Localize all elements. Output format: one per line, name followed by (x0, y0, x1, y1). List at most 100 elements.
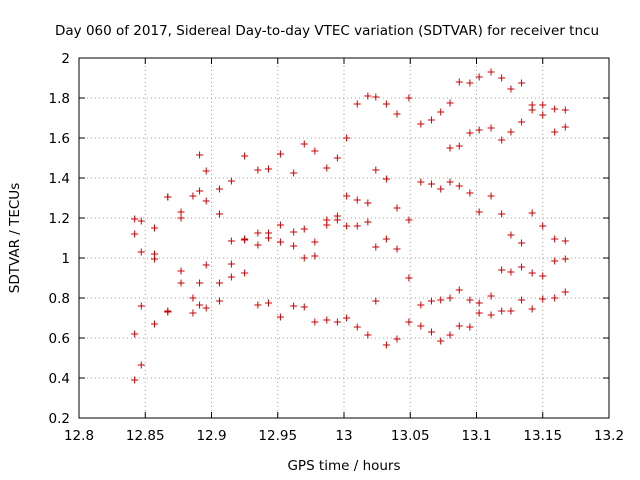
data-point (455, 78, 463, 86)
data-point (382, 100, 390, 108)
data-point (382, 235, 390, 243)
data-point (528, 269, 536, 277)
y-tick-label: 1.6 (49, 131, 70, 147)
data-point (539, 111, 547, 119)
x-tick-label: 12.8 (64, 428, 94, 444)
data-point (189, 309, 197, 317)
data-point (427, 180, 435, 188)
data-point (437, 337, 445, 345)
data-point (382, 175, 390, 183)
data-point (276, 313, 284, 321)
data-point (446, 178, 454, 186)
data-point (427, 297, 435, 305)
data-point (241, 152, 249, 160)
data-point (137, 302, 145, 310)
data-point (475, 126, 483, 134)
y-tick-labels: 0.2 0.4 0.6 0.8 1 1.2 1.4 1.6 1.8 2 (49, 51, 70, 427)
data-point (498, 210, 506, 218)
y-tick-label: 1.4 (49, 171, 70, 187)
data-point (290, 302, 298, 310)
data-point (131, 230, 139, 238)
data-point (364, 92, 372, 100)
y-tick-label: 0.6 (49, 331, 70, 347)
data-point (290, 169, 298, 177)
data-point (202, 304, 210, 312)
data-point (475, 208, 483, 216)
data-point (364, 199, 372, 207)
data-point (323, 221, 331, 229)
data-point (551, 105, 559, 113)
y-tick-label: 1 (61, 251, 70, 267)
x-tick-label: 13.15 (523, 428, 562, 444)
data-point (300, 225, 308, 233)
data-point (202, 197, 210, 205)
data-point (264, 299, 272, 307)
data-point (507, 268, 515, 276)
data-point (343, 134, 351, 142)
data-point (241, 269, 249, 277)
x-tick-label: 13.1 (461, 428, 491, 444)
data-point (215, 210, 223, 218)
data-point (196, 151, 204, 159)
data-point (264, 234, 272, 242)
data-point (227, 273, 235, 281)
data-point (393, 335, 401, 343)
data-point (300, 303, 308, 311)
data-point (323, 316, 331, 324)
data-point (241, 236, 249, 244)
data-point (528, 106, 536, 114)
data-point (353, 100, 361, 108)
data-point (518, 118, 526, 126)
data-point (437, 296, 445, 304)
data-point (487, 192, 495, 200)
data-point (455, 182, 463, 190)
data-point (372, 166, 380, 174)
data-point (405, 94, 413, 102)
y-tick-label: 0.8 (49, 291, 70, 307)
chart-title: Day 060 of 2017, Sidereal Day-to-day VTE… (55, 23, 599, 39)
data-point (551, 128, 559, 136)
data-point (551, 235, 559, 243)
data-point (437, 185, 445, 193)
data-point (196, 187, 204, 195)
y-tick-label: 0.2 (49, 411, 70, 427)
data-point (539, 222, 547, 230)
data-point (177, 267, 185, 275)
x-tick-label: 12.9 (196, 428, 226, 444)
data-point (475, 309, 483, 317)
data-point (323, 164, 331, 172)
data-point (518, 239, 526, 247)
data-point (151, 320, 159, 328)
data-point (276, 238, 284, 246)
data-point (202, 167, 210, 175)
data-point (455, 322, 463, 330)
data-point (264, 165, 272, 173)
data-point (487, 68, 495, 76)
data-point (466, 296, 474, 304)
data-point (215, 297, 223, 305)
data-point (353, 323, 361, 331)
data-point (227, 177, 235, 185)
data-point (372, 297, 380, 305)
data-point (300, 140, 308, 148)
data-point (561, 255, 569, 263)
data-point (177, 214, 185, 222)
data-point (393, 245, 401, 253)
data-point (551, 294, 559, 302)
data-point (455, 142, 463, 150)
x-tick-label: 12.95 (258, 428, 297, 444)
data-point (137, 361, 145, 369)
data-point (405, 274, 413, 282)
data-point (561, 237, 569, 245)
data-point (196, 279, 204, 287)
y-tick-label: 2 (61, 51, 70, 67)
data-point (276, 150, 284, 158)
data-point (475, 73, 483, 81)
y-tick-label: 0.4 (49, 371, 70, 387)
data-point (343, 222, 351, 230)
data-point (417, 178, 425, 186)
data-point (227, 260, 235, 268)
data-point (498, 307, 506, 315)
x-tick-label: 12.85 (126, 428, 165, 444)
